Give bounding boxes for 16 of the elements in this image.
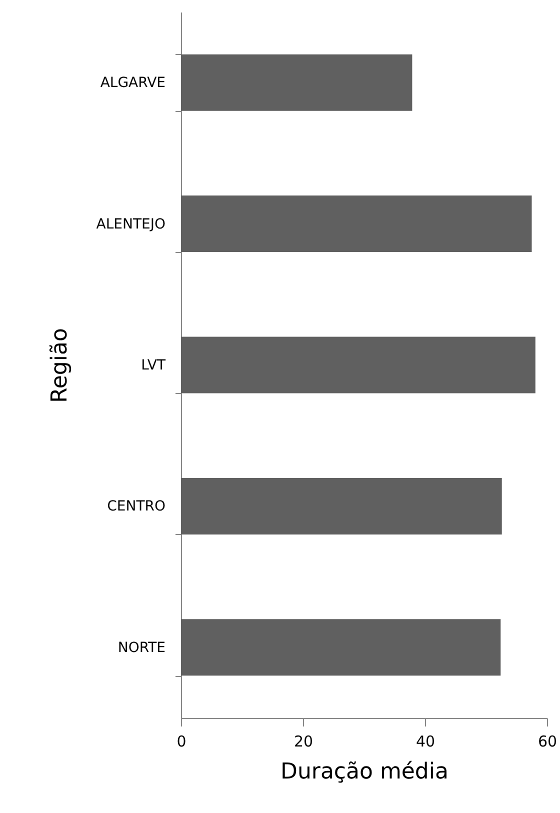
x-tick-label: 40 — [416, 732, 436, 750]
y-tick-label: ALENTEJO — [96, 216, 166, 232]
y-tick-label: CENTRO — [107, 498, 166, 515]
y-tick-label: LVT — [141, 358, 166, 374]
bar — [181, 478, 502, 534]
bar — [181, 196, 532, 252]
y-tick-label: NORTE — [118, 640, 166, 656]
bar — [181, 54, 412, 111]
y-tick-label: ALGARVE — [100, 75, 166, 92]
bar — [181, 336, 536, 394]
y-axis-title: Região — [47, 328, 72, 403]
x-tick-label: 60 — [538, 732, 558, 750]
bar — [181, 619, 501, 676]
x-tick-label: 20 — [294, 732, 314, 750]
x-axis-title: Duração média — [280, 760, 448, 784]
x-tick-label: 0 — [176, 732, 186, 750]
